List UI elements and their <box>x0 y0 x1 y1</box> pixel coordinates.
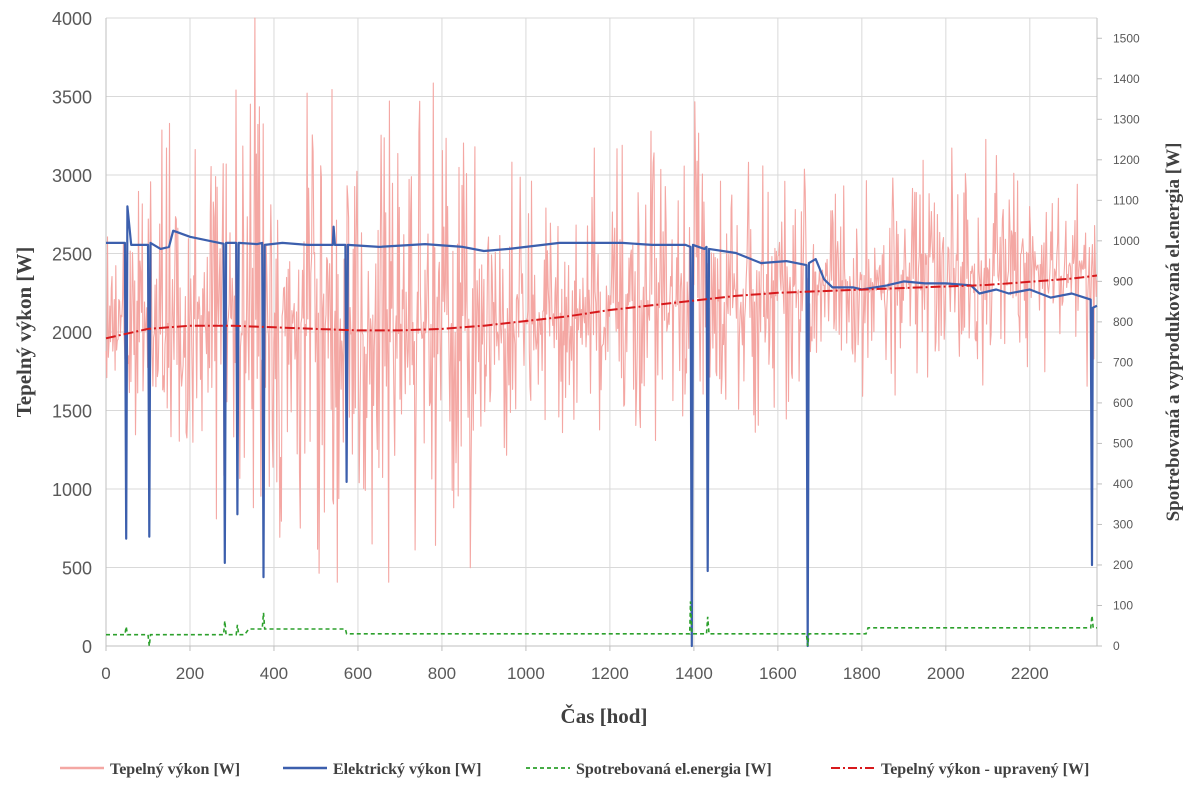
legend-item-thermal-adjusted: Tepelný výkon - upravený [W] <box>831 761 1089 778</box>
chart-plot-area <box>105 17 1098 648</box>
x-tick-label: 0 <box>101 664 110 683</box>
y-left-tick-label: 3500 <box>52 88 92 108</box>
y-right-tick-label: 1300 <box>1113 112 1140 126</box>
series-thermal-adjusted-line <box>105 274 1098 340</box>
x-tick-label: 1000 <box>507 664 545 683</box>
x-axis-ticks: 0 200 400 600 800 1000 1200 1400 1600 1800 2000 220… <box>101 664 1048 683</box>
chart-axes <box>105 18 1102 651</box>
y-right-tick-label: 1200 <box>1113 153 1140 167</box>
x-tick-label: 2000 <box>927 664 965 683</box>
legend-item-electric: Elektrický výkon [W] <box>283 761 481 778</box>
series-consumed-line <box>106 601 1097 647</box>
x-tick-label: 600 <box>344 664 372 683</box>
legend-label-thermal-adjusted: Tepelný výkon - upravený [W] <box>881 761 1089 778</box>
y-right-tick-label: 900 <box>1113 274 1133 288</box>
y-right-tick-label: 600 <box>1113 396 1133 410</box>
legend-item-consumed: Spotrebovaná el.energia [W] <box>526 761 772 778</box>
y-right-tick-label: 1400 <box>1113 72 1140 86</box>
series-electric-line <box>106 205 1098 648</box>
x-tick-label: 1400 <box>675 664 713 683</box>
y-left-tick-label: 3000 <box>52 166 92 186</box>
x-tick-label: 1600 <box>759 664 797 683</box>
y-left-tick-label: 4000 <box>52 9 92 29</box>
y-left-tick-label: 1500 <box>52 402 92 422</box>
x-tick-label: 200 <box>176 664 204 683</box>
x-tick-label: 2200 <box>1011 664 1049 683</box>
y-right-tick-label: 500 <box>1113 436 1133 450</box>
y-left-axis-ticks: 0 500 1000 1500 2000 2500 3000 3500 4000 <box>52 9 92 657</box>
y-right-axis-title: Spotrebovaná a vyprodukovaná el.energia … <box>1163 143 1184 522</box>
x-tick-label: 1200 <box>591 664 629 683</box>
y-right-axis-ticks: 0 100 200 300 400 500 600 700 800 900 1000 1100 1200… <box>1113 31 1140 653</box>
y-left-tick-label: 2000 <box>52 323 92 343</box>
y-left-tick-label: 1000 <box>52 480 92 500</box>
y-right-tick-label: 0 <box>1113 639 1120 653</box>
y-right-tick-label: 300 <box>1113 517 1133 531</box>
y-left-tick-label: 500 <box>62 559 92 579</box>
y-left-tick-label: 0 <box>82 637 92 657</box>
x-tick-label: 800 <box>428 664 456 683</box>
y-left-tick-label: 2500 <box>52 245 92 265</box>
y-right-tick-label: 1100 <box>1113 193 1139 207</box>
y-left-axis-title: Tepelný výkon [W] <box>12 247 36 418</box>
legend-label-consumed: Spotrebovaná el.energia [W] <box>576 761 772 778</box>
series-thermal-line <box>105 17 1098 583</box>
y-right-tick-label: 1000 <box>1113 234 1140 248</box>
y-right-tick-label: 1500 <box>1113 31 1140 45</box>
x-axis-title: Čas [hod] <box>561 704 648 728</box>
legend-label-electric: Elektrický výkon [W] <box>333 761 481 778</box>
y-right-tick-label: 700 <box>1113 355 1133 369</box>
x-tick-label: 1800 <box>843 664 881 683</box>
y-right-tick-label: 800 <box>1113 315 1133 329</box>
y-right-tick-label: 400 <box>1113 477 1133 491</box>
y-right-tick-label: 100 <box>1113 598 1133 612</box>
legend-item-thermal: Tepelný výkon [W] <box>60 761 240 778</box>
x-tick-label: 400 <box>260 664 288 683</box>
legend-label-thermal: Tepelný výkon [W] <box>110 761 240 778</box>
legend: Tepelný výkon [W] Elektrický výkon [W] S… <box>60 761 1089 778</box>
y-right-tick-label: 200 <box>1113 558 1133 572</box>
